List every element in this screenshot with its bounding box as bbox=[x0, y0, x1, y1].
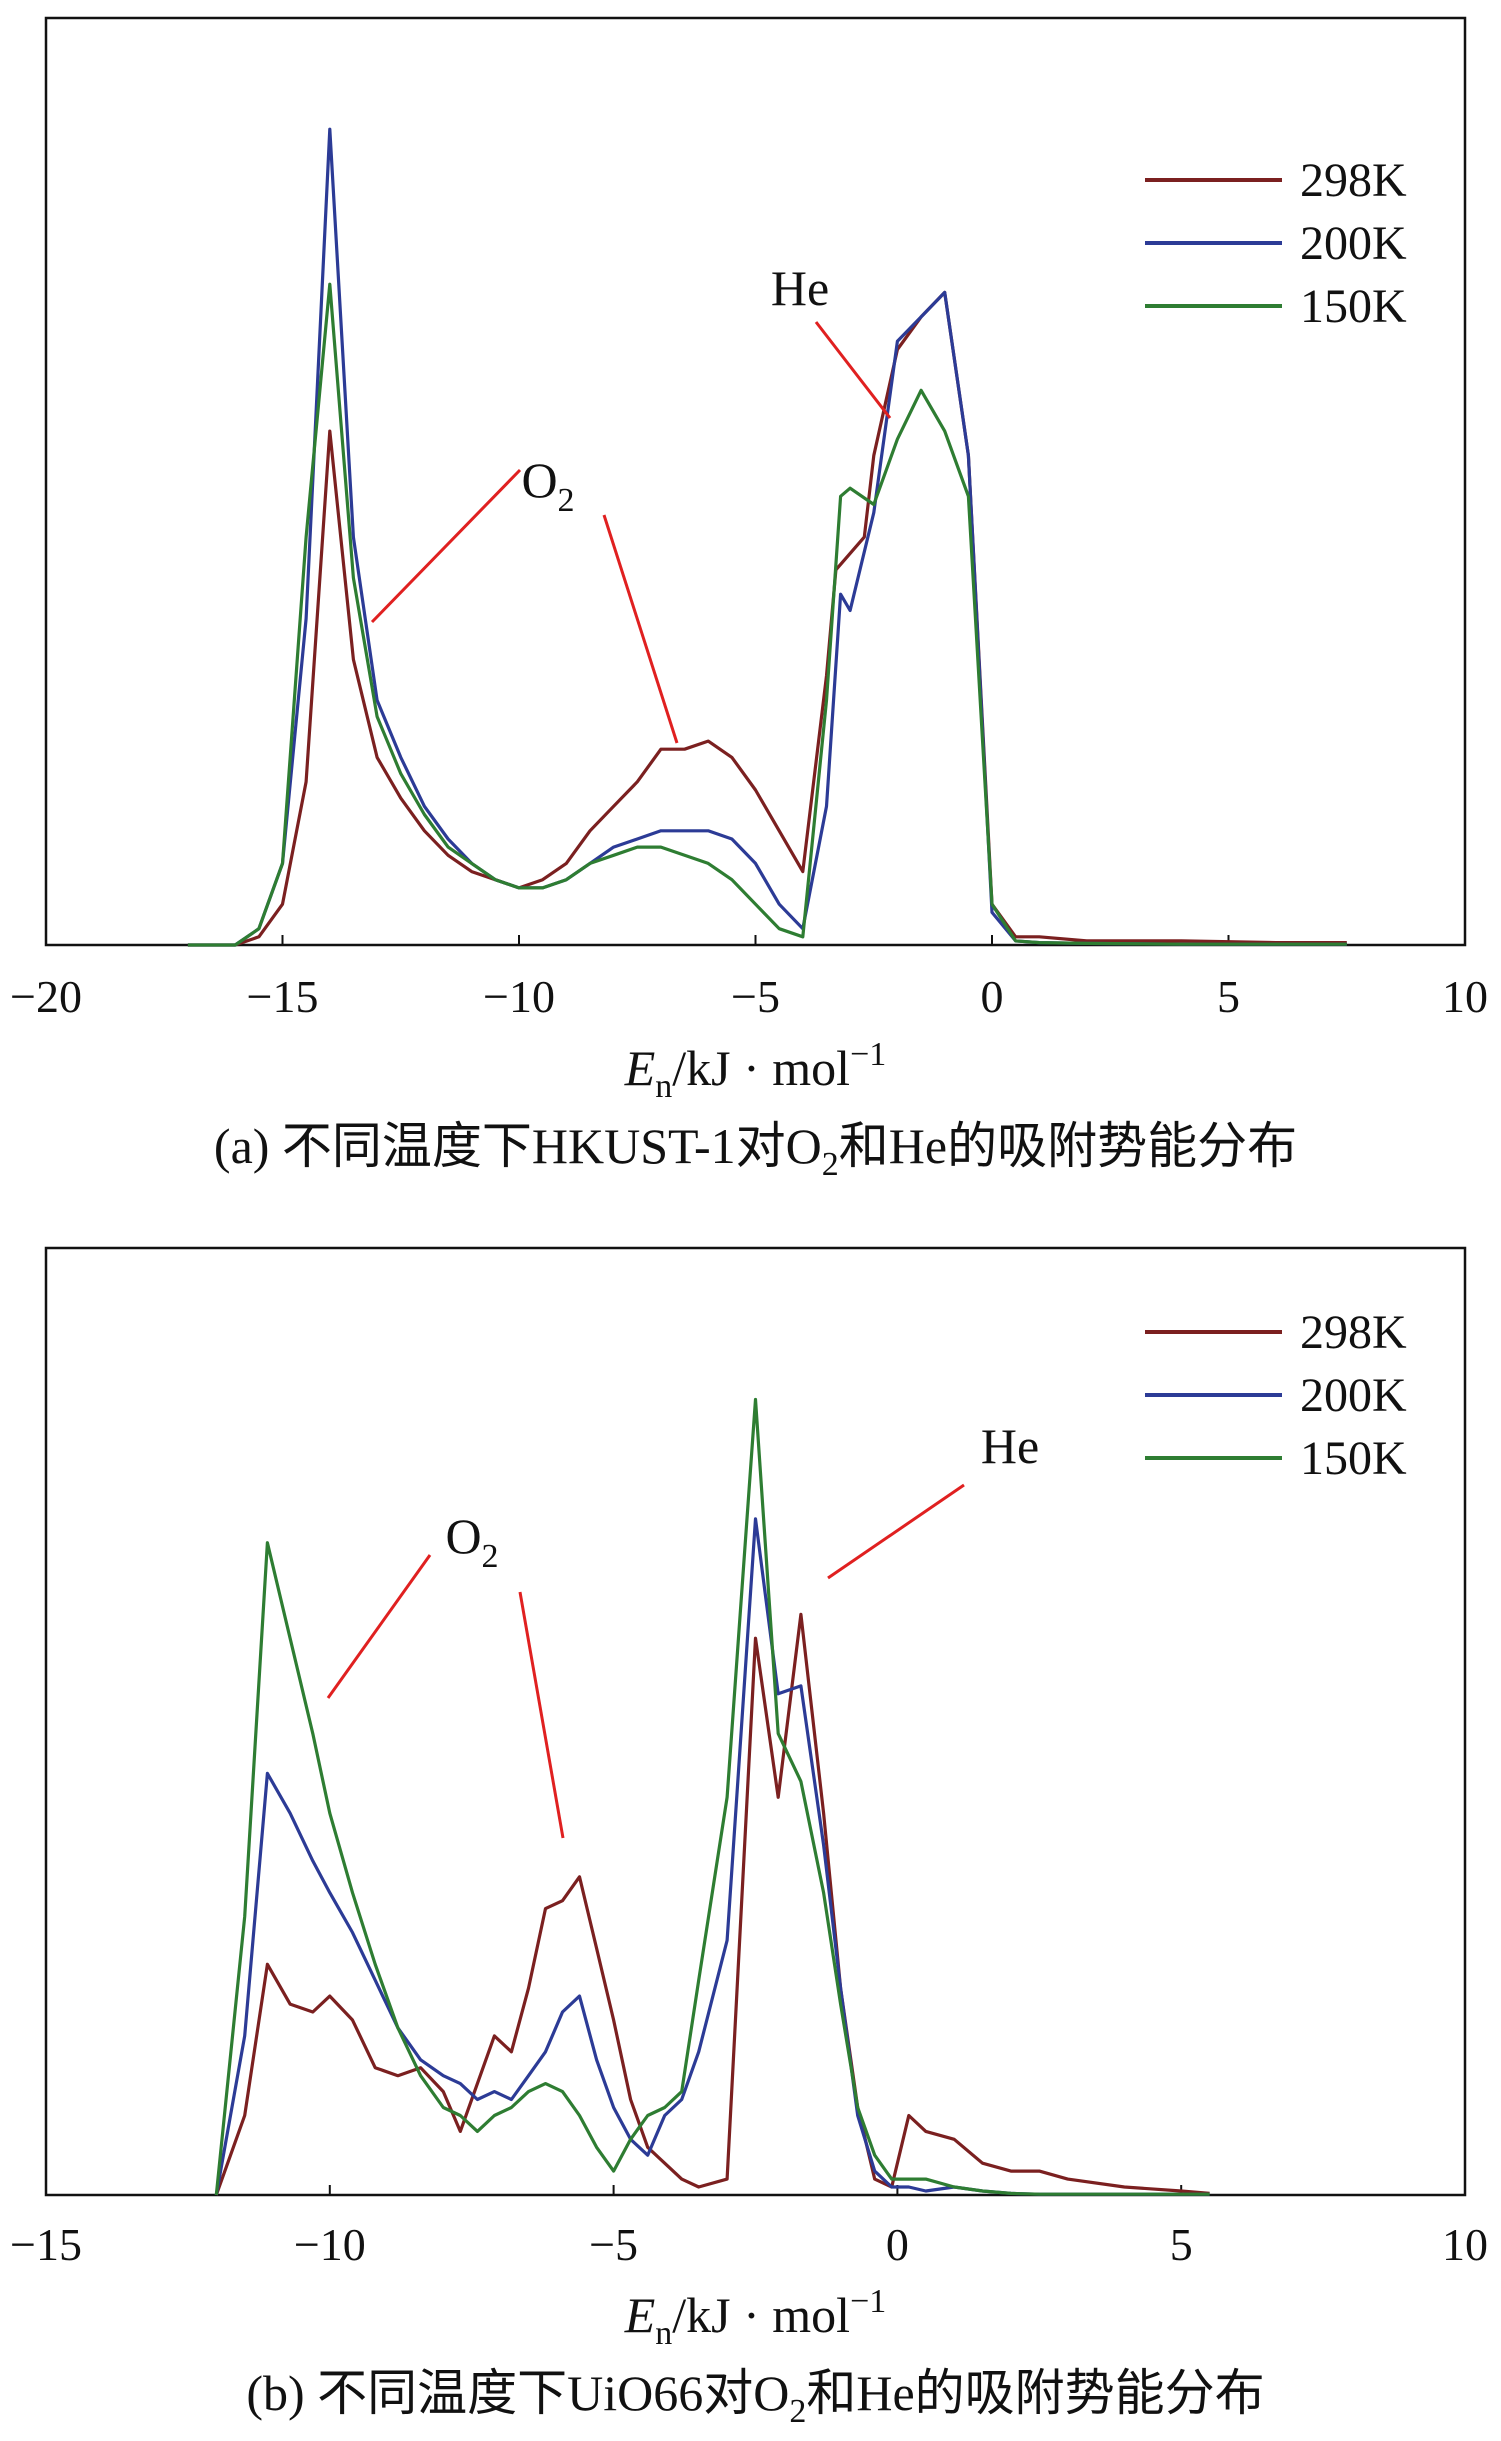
series-line-150K bbox=[187, 282, 1347, 947]
x-axis-label-unit: /kJ · mol bbox=[672, 2287, 850, 2343]
annotation-pointer-O2 bbox=[370, 468, 522, 624]
annotation-He: He bbox=[981, 1418, 1039, 1474]
caption-text: (a) 不同温度下HKUST-1对O bbox=[214, 1118, 822, 1174]
x-tick-label: −5 bbox=[589, 2219, 638, 2270]
caption-subscript: 2 bbox=[822, 1146, 839, 1183]
legend-label-200K: 200K bbox=[1300, 1369, 1407, 1422]
annotation-pointer-O2 bbox=[326, 1554, 432, 1699]
x-tick-label: 5 bbox=[1170, 2219, 1193, 2270]
x-axis-label: En/kJ · mol−1 bbox=[624, 2283, 887, 2352]
annotation-text: He bbox=[981, 1418, 1039, 1474]
x-tick-label: 10 bbox=[1442, 2219, 1488, 2270]
x-axis-label-superscript: −1 bbox=[850, 2283, 886, 2320]
legend-label-150K: 150K bbox=[1300, 1432, 1407, 1485]
legend-label-200K: 200K bbox=[1300, 217, 1407, 270]
x-tick-label: 5 bbox=[1217, 971, 1240, 1022]
series-line-298K bbox=[214, 1612, 1210, 2196]
annotation-pointer-O2 bbox=[518, 1591, 565, 1839]
x-axis-label-symbol: E bbox=[624, 1040, 656, 1096]
series-line-200K bbox=[187, 127, 1347, 947]
x-tick-label: 0 bbox=[886, 2219, 909, 2270]
x-tick-label: 0 bbox=[981, 971, 1004, 1022]
x-tick-label: −10 bbox=[294, 2219, 366, 2270]
caption-text-tail: 和He的吸附势能分布 bbox=[839, 1118, 1297, 1174]
plot-frame bbox=[44, 1246, 1467, 2197]
annotation-He: He bbox=[771, 260, 829, 316]
annotation-O2: O2 bbox=[521, 452, 574, 519]
plot-frame bbox=[44, 16, 1467, 947]
series-line-150K bbox=[214, 1397, 1210, 2196]
legend-label-298K: 298K bbox=[1300, 1306, 1407, 1359]
x-tick-label: −20 bbox=[10, 971, 82, 1022]
x-tick-label: −5 bbox=[731, 971, 780, 1022]
legend-label-150K: 150K bbox=[1300, 280, 1407, 333]
annotation-pointer-He bbox=[827, 1483, 965, 1580]
caption-text: (b) 不同温度下UiO66对O bbox=[246, 2365, 789, 2421]
x-tick-label: −10 bbox=[483, 971, 555, 1022]
x-axis-label-symbol: E bbox=[624, 2287, 656, 2343]
x-axis-label: En/kJ · mol−1 bbox=[624, 1036, 887, 1105]
annotation-subscript: 2 bbox=[482, 1538, 499, 1575]
x-axis-label-subscript: n bbox=[655, 1068, 672, 1105]
caption-text-tail: 和He的吸附势能分布 bbox=[806, 2365, 1264, 2421]
annotation-text: He bbox=[771, 260, 829, 316]
annotation-text: O bbox=[521, 452, 557, 508]
caption-subscript: 2 bbox=[789, 2393, 806, 2430]
x-tick-label: −15 bbox=[247, 971, 319, 1022]
annotation-pointer-O2 bbox=[602, 514, 679, 744]
x-axis-label-subscript: n bbox=[655, 2315, 672, 2352]
series-line-200K bbox=[214, 1517, 1210, 2196]
annotation-subscript: 2 bbox=[558, 482, 575, 519]
x-tick-label: 10 bbox=[1442, 971, 1488, 1022]
annotation-pointer-He bbox=[814, 321, 892, 419]
annotation-text: O bbox=[445, 1508, 481, 1564]
legend-label-298K: 298K bbox=[1300, 154, 1407, 207]
panel-caption: (a) 不同温度下HKUST-1对O2和He的吸附势能分布 bbox=[214, 1118, 1297, 1183]
annotation-O2: O2 bbox=[445, 1508, 498, 1575]
x-axis-label-unit: /kJ · mol bbox=[672, 1040, 850, 1096]
x-axis-label-superscript: −1 bbox=[850, 1036, 886, 1073]
x-tick-label: −15 bbox=[10, 2219, 82, 2270]
panel-caption: (b) 不同温度下UiO66对O2和He的吸附势能分布 bbox=[246, 2365, 1264, 2430]
